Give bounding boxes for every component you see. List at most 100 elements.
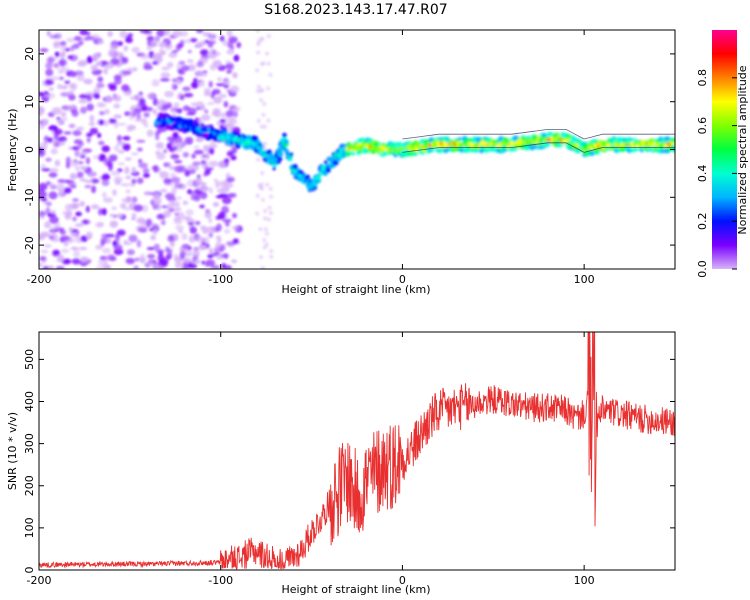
heatmap-cell: [117, 149, 125, 154]
heatmap-cell: [131, 152, 139, 156]
heatmap-cell: [117, 122, 127, 126]
heatmap-cell: [269, 254, 274, 259]
heatmap-cell: [136, 177, 144, 184]
x-tick-label: -100: [208, 273, 233, 286]
heatmap-cell: [98, 110, 105, 116]
heatmap-cell: [166, 197, 177, 202]
heatmap-cell: [138, 158, 143, 164]
heatmap-cell: [260, 186, 265, 191]
heatmap-cell: [259, 124, 264, 129]
heatmap-cell: [210, 265, 221, 269]
heatmap-cell: [194, 79, 203, 83]
heatmap-cell: [117, 162, 126, 166]
heatmap-cell: [232, 106, 241, 112]
heatmap-cell: [50, 76, 59, 81]
heatmap-cell: [196, 61, 204, 68]
heatmap-cell: [77, 161, 84, 165]
heatmap-cell: [121, 70, 132, 75]
heatmap-cell: [106, 160, 113, 168]
heatmap-cell: [224, 64, 232, 69]
heatmap-cell: [225, 60, 232, 66]
heatmap-cell: [221, 262, 227, 269]
heatmap-cell: [184, 250, 193, 257]
heatmap-cell: [164, 246, 170, 253]
snr-y-axis-label: SNR (10 * v/v): [6, 412, 19, 490]
heatmap-cell: [267, 205, 272, 210]
heatmap-cell: [68, 94, 76, 101]
heatmap-cell: [55, 183, 65, 192]
spectrogram-ridge-lines: [402, 129, 675, 153]
heatmap-cell: [217, 77, 222, 82]
heatmap-cell: [181, 265, 190, 269]
heatmap-cell: [154, 132, 160, 141]
heatmap-cell: [166, 136, 176, 142]
heatmap-cell: [163, 30, 171, 36]
heatmap-cell: [263, 141, 268, 146]
heatmap-cell: [168, 52, 178, 59]
heatmap-cell: [283, 148, 289, 153]
heatmap-cell: [83, 78, 93, 85]
heatmap-cell: [93, 40, 99, 45]
heatmap-cell: [216, 188, 224, 193]
heatmap-cell: [187, 64, 196, 72]
heatmap-cell: [113, 244, 123, 250]
heatmap-cell: [200, 160, 207, 165]
heatmap-cell: [96, 40, 105, 45]
heatmap-cell: [97, 259, 106, 266]
heatmap-cell: [179, 128, 183, 132]
heatmap-cell: [201, 260, 206, 265]
heatmap-cell: [49, 167, 59, 174]
heatmap-cell: [131, 46, 140, 54]
heatmap-cell: [174, 212, 179, 217]
heatmap-cell: [256, 84, 261, 89]
heatmap-cell: [94, 53, 101, 59]
heatmap-cell: [115, 213, 124, 218]
heatmap-cell: [88, 122, 96, 126]
heatmap-cell: [233, 131, 238, 136]
heatmap-cell: [104, 108, 110, 115]
heatmap-cell: [137, 227, 146, 233]
heatmap-cell: [78, 93, 89, 100]
heatmap-cell: [113, 176, 124, 183]
heatmap-cell: [53, 41, 62, 47]
heatmap-cell: [50, 226, 59, 230]
heatmap-cell: [189, 38, 198, 43]
heatmap-cell: [139, 30, 150, 34]
heatmap-cell: [186, 189, 193, 195]
heatmap-cell: [230, 259, 238, 264]
heatmap-cell: [155, 142, 165, 150]
heatmap-cell: [133, 204, 144, 212]
heatmap-cell: [101, 208, 107, 216]
heatmap-cell: [268, 186, 273, 191]
heatmap-cell: [283, 138, 289, 145]
heatmap-cell: [54, 141, 60, 148]
heatmap-cell: [46, 57, 55, 64]
heatmap-cell: [154, 35, 161, 43]
heatmap-cell: [171, 83, 178, 91]
heatmap-cell: [255, 193, 260, 198]
heatmap-cell: [538, 137, 544, 143]
heatmap-cell: [49, 216, 59, 224]
heatmap-cell: [125, 257, 136, 265]
heatmap-cell: [68, 123, 76, 129]
heatmap-cell: [113, 144, 120, 152]
heatmap-cell: [265, 51, 270, 56]
heatmap-cell: [80, 256, 89, 262]
heatmap-cell: [143, 173, 150, 178]
heatmap-cell: [156, 30, 166, 37]
heatmap-cell: [163, 162, 172, 168]
heatmap-cell: [180, 65, 190, 72]
heatmap-cell: [207, 253, 214, 259]
heatmap-cell: [158, 50, 165, 57]
heatmap-cell: [130, 96, 136, 101]
spectrogram-y-axis-label: Frequency (Hz): [6, 109, 19, 192]
heatmap-cell: [204, 39, 209, 44]
heatmap-cell: [187, 263, 198, 269]
heatmap-cell: [40, 191, 48, 198]
heatmap-cell: [207, 33, 217, 40]
heatmap-cell: [200, 186, 210, 192]
heatmap-cell: [89, 114, 95, 123]
heatmap-cell: [115, 51, 123, 58]
heatmap-cell: [153, 243, 160, 251]
heatmap-cell: [108, 118, 117, 124]
